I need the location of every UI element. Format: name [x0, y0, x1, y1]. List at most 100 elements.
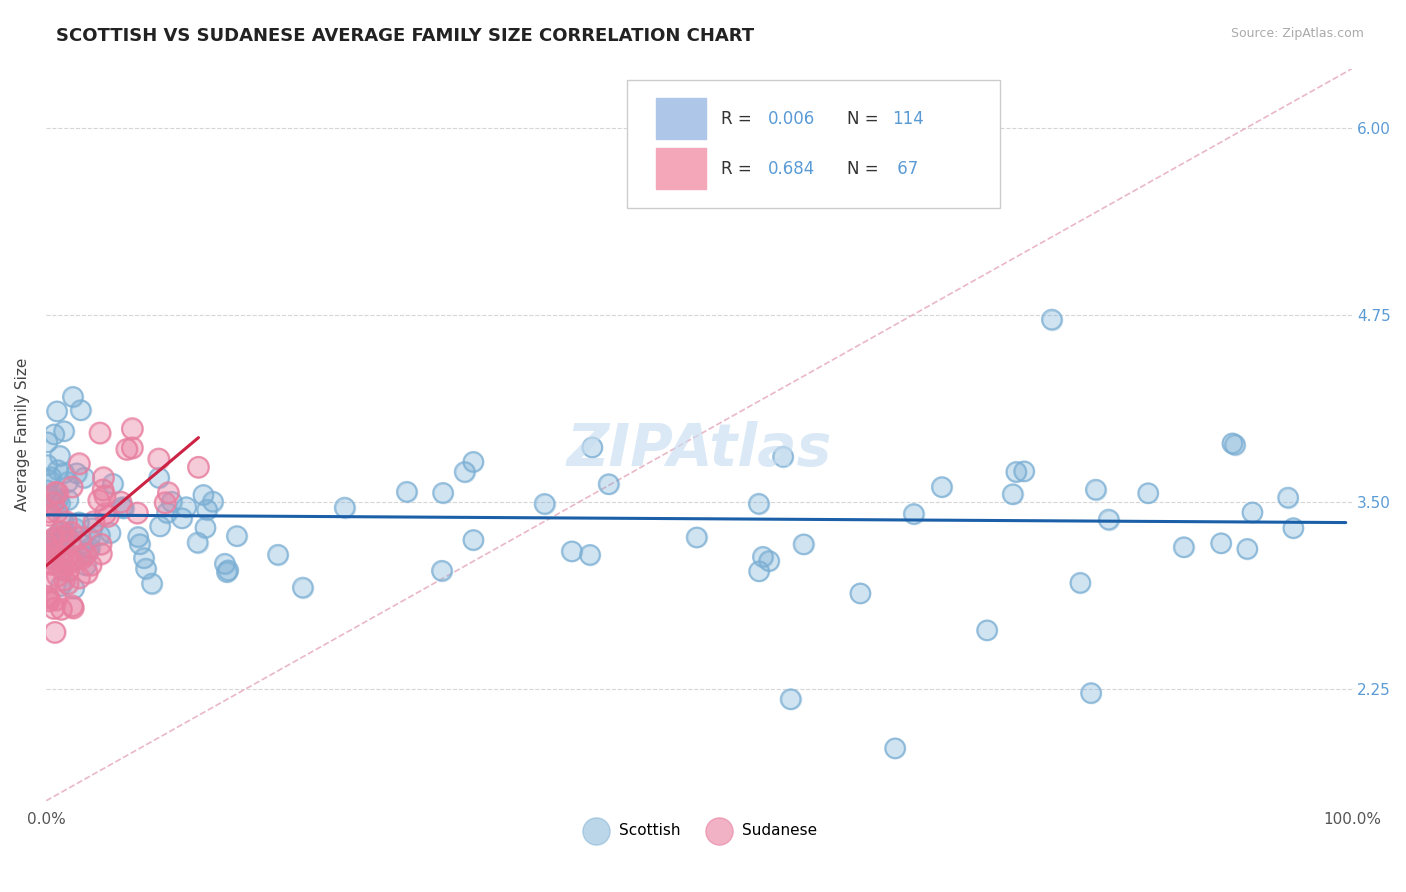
- Point: [38, 505, 60, 519]
- Point: [60, 599, 83, 613]
- Point: [46, 485, 69, 500]
- Point: [42, 552, 65, 566]
- Point: [51, 534, 73, 549]
- Point: [37, 483, 59, 498]
- Point: [46, 505, 69, 519]
- Point: [38, 593, 60, 607]
- Point: [121, 441, 143, 455]
- Point: [128, 537, 150, 551]
- Point: [37, 575, 59, 590]
- Point: [53, 466, 76, 480]
- Point: [1001, 487, 1024, 501]
- Point: [35, 589, 58, 603]
- Point: [48, 525, 70, 540]
- Point: [49, 534, 72, 549]
- Point: [214, 557, 236, 571]
- Point: [45, 404, 67, 418]
- Point: [160, 494, 183, 508]
- Point: [748, 497, 770, 511]
- Point: [51, 534, 73, 549]
- Point: [1241, 506, 1264, 520]
- Point: [38, 505, 60, 519]
- Point: [148, 451, 170, 466]
- Bar: [657, 98, 706, 139]
- Point: [52, 556, 75, 570]
- Point: [195, 502, 218, 516]
- Point: [91, 483, 114, 497]
- Point: [111, 500, 134, 515]
- Point: [69, 571, 91, 585]
- Point: [69, 571, 91, 585]
- Point: [60, 599, 83, 613]
- Point: [42, 495, 65, 509]
- Point: [56, 576, 79, 591]
- Point: [42, 546, 65, 560]
- Point: [37, 575, 59, 590]
- Text: 0.006: 0.006: [768, 110, 815, 128]
- Point: [112, 501, 135, 516]
- Point: [46, 492, 69, 507]
- Point: [170, 511, 193, 525]
- Point: [217, 564, 239, 578]
- Point: [931, 480, 953, 494]
- Point: [89, 425, 111, 440]
- Point: [67, 457, 90, 471]
- Point: [39, 489, 62, 503]
- Point: [156, 506, 179, 520]
- Point: [157, 485, 180, 500]
- Point: [127, 530, 149, 544]
- Point: [37, 556, 59, 570]
- Point: [748, 497, 770, 511]
- Point: [38, 551, 60, 566]
- Point: [58, 492, 80, 507]
- Point: [38, 473, 60, 487]
- Point: [1080, 686, 1102, 700]
- Point: [115, 442, 138, 457]
- Point: [69, 403, 91, 417]
- Point: [44, 625, 66, 640]
- Point: [52, 424, 75, 438]
- Point: [55, 515, 77, 529]
- Point: [931, 480, 953, 494]
- Point: [59, 534, 82, 549]
- Point: [73, 471, 96, 485]
- Point: [69, 530, 91, 544]
- Point: [1277, 491, 1299, 505]
- Point: [685, 531, 707, 545]
- Point: [46, 569, 69, 583]
- Point: [44, 493, 66, 508]
- Point: [533, 497, 555, 511]
- Point: [884, 741, 907, 756]
- Text: 0.684: 0.684: [768, 160, 815, 178]
- Point: [49, 449, 72, 463]
- Point: [63, 582, 86, 596]
- Point: [792, 537, 814, 551]
- Point: [157, 485, 180, 500]
- Point: [1223, 438, 1246, 452]
- Point: [333, 500, 356, 515]
- Point: [581, 441, 603, 455]
- Point: [51, 562, 73, 576]
- Point: [42, 552, 65, 566]
- Point: [70, 537, 93, 551]
- Point: [1282, 521, 1305, 535]
- Point: [90, 547, 112, 561]
- Point: [714, 133, 737, 147]
- Point: [1137, 486, 1160, 500]
- Point: [52, 563, 75, 577]
- Point: [52, 514, 75, 528]
- Point: [38, 508, 60, 523]
- Point: [101, 476, 124, 491]
- Point: [35, 541, 58, 556]
- Point: [62, 600, 84, 615]
- Point: [748, 564, 770, 578]
- Point: [56, 475, 79, 489]
- Point: [53, 573, 76, 587]
- Point: [52, 555, 75, 569]
- Point: [42, 532, 65, 546]
- Point: [91, 483, 114, 497]
- Point: [1241, 506, 1264, 520]
- Point: [45, 404, 67, 418]
- Point: [170, 511, 193, 525]
- Point: [44, 531, 66, 545]
